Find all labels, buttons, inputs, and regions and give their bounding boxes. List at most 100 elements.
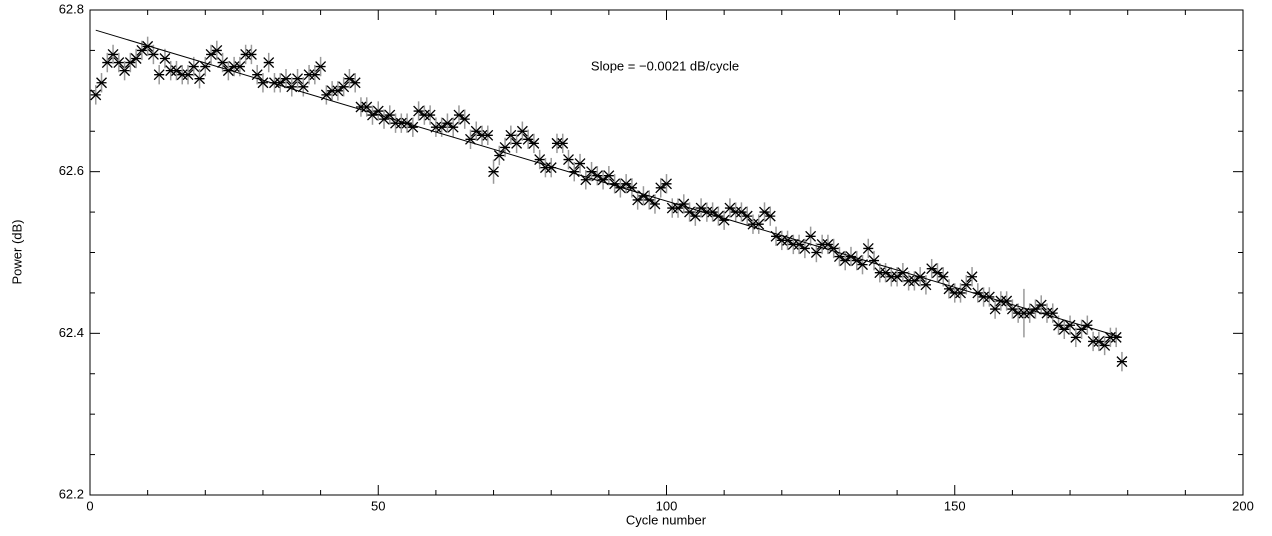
point [309,69,321,81]
point [482,129,494,141]
point [741,210,753,222]
point [188,61,200,73]
point [343,73,355,85]
point [511,137,523,149]
point [436,121,448,133]
point [661,178,672,190]
point [839,255,851,267]
point [516,125,528,137]
point [805,230,817,242]
point [891,271,903,283]
point [453,109,465,121]
point [960,279,972,291]
point [735,206,747,218]
point [1116,356,1128,368]
point [632,194,644,206]
point [505,129,517,141]
point [534,154,546,166]
point [199,61,211,73]
point [130,53,142,64]
point [217,57,229,69]
point [424,109,436,121]
point [603,170,615,182]
point [234,61,246,73]
point [124,57,136,69]
point [332,85,344,97]
point [724,202,736,214]
point [557,137,569,149]
point [147,48,159,60]
point [1081,319,1093,331]
point [943,283,955,295]
point [459,113,471,125]
point [384,109,396,121]
point [171,65,182,77]
point [292,73,303,85]
point [574,158,586,170]
point [637,190,649,202]
point [263,57,275,69]
point [465,133,476,145]
point [205,48,217,60]
point [1064,319,1076,331]
point [908,275,920,287]
point [159,53,171,64]
point [822,238,834,250]
point [695,202,707,214]
point [315,61,327,73]
point [413,105,425,117]
fit-line [95,29,1123,338]
y-tick-label: 62.8 [59,1,84,16]
point [101,57,113,69]
point [833,251,845,263]
point [1099,339,1111,351]
y-axis-title: Power (dB) [9,219,24,284]
point [182,69,194,81]
point [297,81,309,93]
point [1053,319,1064,331]
x-tick-label: 200 [1232,498,1254,513]
point [96,77,107,89]
point [119,65,131,77]
point [211,44,223,56]
point [488,166,500,178]
point [372,105,384,117]
point [782,234,794,246]
point [441,117,453,129]
point [136,44,148,56]
point [920,279,932,291]
point [862,242,874,254]
point [931,267,943,279]
point [568,166,580,178]
point [1035,299,1047,311]
point [810,247,822,258]
point [649,198,661,210]
point [470,125,482,137]
point [620,178,632,190]
point [857,259,868,271]
point [1093,335,1105,347]
point [522,133,534,145]
point [349,77,361,89]
point [759,206,770,218]
point [1110,331,1122,343]
point [672,202,684,214]
point [1070,331,1082,343]
point [528,137,540,149]
point [926,263,938,275]
y-tick-label: 62.4 [59,325,84,340]
annotation: Slope = −0.0021 dB/cycle [591,58,739,73]
point [153,69,165,81]
point [580,174,592,186]
point [989,303,1001,315]
x-tick-label: 0 [86,498,93,513]
point [586,166,598,178]
point [966,271,978,283]
x-tick-label: 150 [944,498,966,513]
point [1024,307,1036,319]
point [338,81,350,93]
point [113,57,125,69]
x-tick-label: 100 [656,498,678,513]
point [689,210,701,222]
